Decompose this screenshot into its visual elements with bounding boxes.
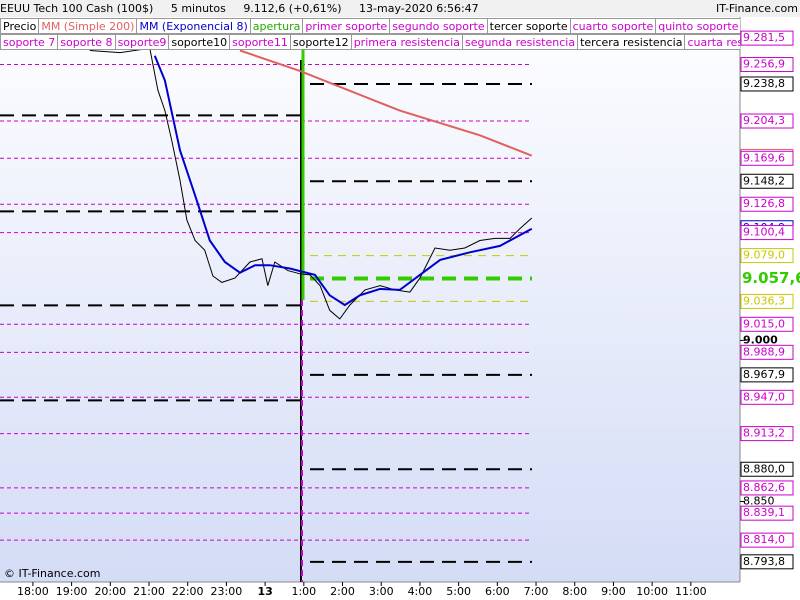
x-tick-label: 7:00	[524, 585, 549, 598]
axis-label: 8.913,2	[743, 427, 785, 440]
axis-label-box	[740, 76, 794, 92]
legend-item[interactable]: quinto soporte	[655, 18, 740, 34]
legend-item[interactable]: tercera resistencia	[577, 34, 686, 50]
x-tick-label: 22:00	[172, 585, 204, 598]
x-tick-label: 2:00	[330, 585, 355, 598]
axis-label: 9.100,4	[743, 226, 785, 239]
header: EEUU Tech 100 Cash (100$) 5 minutos 9.11…	[0, 0, 800, 17]
axis-label: 9.169,6	[743, 151, 785, 164]
series-line	[89, 47, 533, 320]
x-tick-label: 20:00	[94, 585, 126, 598]
axis-label-box	[740, 196, 794, 212]
x-tick-label: 8:00	[562, 585, 587, 598]
axis-label: 8.947,0	[743, 390, 785, 403]
axis-label-box	[740, 426, 794, 442]
axis-label: 9.126,8	[743, 197, 785, 210]
axis-label: 9.036,3	[743, 294, 785, 307]
axis-label: 8.814,0	[743, 533, 785, 546]
legend-item[interactable]: tercer soporte	[486, 18, 571, 34]
x-tick-label: 1:00	[291, 585, 316, 598]
axis-label: 8.862,6	[743, 481, 785, 494]
axis-label: 9.204,3	[743, 114, 785, 127]
legend-item[interactable]: soporte 7	[0, 34, 59, 50]
x-tick-label: 5:00	[446, 585, 471, 598]
plot-background	[0, 0, 740, 582]
legend-item[interactable]: primera resistencia	[350, 34, 463, 50]
axis-label: 9.256,9	[743, 58, 785, 71]
x-tick-label: 19:00	[56, 585, 88, 598]
y-tick-label: 8.850	[743, 494, 775, 507]
axis-label: 9.015,0	[743, 317, 785, 330]
axis-label-box	[740, 248, 794, 264]
axis-label: 9.281,5	[743, 31, 785, 44]
legend-item[interactable]: soporte 8	[57, 34, 116, 50]
axis-label-box	[740, 532, 794, 548]
legend-item[interactable]: MM (Exponencial 8)	[136, 18, 251, 34]
timeframe: 5 minutos	[170, 2, 226, 15]
legend-item[interactable]: apertura	[249, 18, 304, 34]
x-tick-label: 3:00	[369, 585, 394, 598]
axis-label-box	[740, 113, 794, 129]
last-price: 9.112,6 (+0,61%)	[243, 2, 342, 15]
x-tick-label: 13	[257, 585, 272, 598]
axis-label: 8.967,9	[743, 368, 785, 381]
axis-label-box	[740, 57, 794, 73]
legend-item[interactable]: soporte11	[229, 34, 291, 50]
source: IT-Finance.com	[716, 2, 798, 15]
footer: © IT-Finance.com	[4, 567, 101, 580]
series-line	[153, 55, 533, 307]
axis-label: 9.238,8	[743, 77, 785, 90]
axis-label: 8.839,1	[743, 506, 785, 519]
legend-item[interactable]: primer soporte	[302, 18, 391, 34]
axis-label: 9.057,6	[742, 269, 800, 287]
legend: Precio MM (Simple 200) MM (Exponencial 8) a…	[0, 18, 740, 34]
x-tick-label: 18:00	[17, 585, 49, 598]
x-tick-label: 10:00	[636, 585, 668, 598]
axis-label: 8.880,0	[743, 462, 785, 475]
axis-label-box	[740, 389, 794, 405]
x-tick-label: 4:00	[408, 585, 433, 598]
x-tick-label: 21:00	[133, 585, 165, 598]
legend-item[interactable]: MM (Simple 200)	[38, 18, 138, 34]
legend-item[interactable]: cuarta resistencia	[684, 34, 740, 50]
axis-label-box	[740, 173, 794, 189]
axis-label-box	[740, 480, 794, 496]
legend-item[interactable]: soporte12	[289, 34, 352, 50]
x-tick-label: 6:00	[485, 585, 510, 598]
series-line	[239, 49, 533, 157]
y-tick-label: 9.000	[743, 333, 778, 346]
axis-label-box	[740, 30, 794, 46]
axis-label: 9.148,2	[743, 174, 785, 187]
legend-item[interactable]: segundo soporte	[389, 18, 488, 34]
axis-label-box	[740, 505, 794, 521]
x-tick-label: 23:00	[211, 585, 243, 598]
legend-item[interactable]: segunda resistencia	[461, 34, 579, 50]
axis-label: 8.988,9	[743, 345, 785, 358]
axis-label: 8.793,8	[743, 555, 785, 568]
legend-item[interactable]: soporte10	[168, 34, 231, 50]
axis-label-box	[740, 344, 794, 360]
axis-label-box	[740, 461, 794, 477]
timestamp: 13-may-2020 6:56:47	[359, 2, 479, 15]
axis-label: 9.079,0	[743, 249, 785, 262]
axis-label-box	[740, 316, 794, 332]
legend-item[interactable]: cuarto soporte	[569, 18, 657, 34]
axis-label-box	[740, 367, 794, 383]
axis-label-box	[740, 150, 794, 166]
title: EEUU Tech 100 Cash (100$)	[0, 2, 154, 15]
legend-item[interactable]: Precio	[0, 18, 40, 34]
legend: soporte 7 soporte 8 soporte9 soporte10 sopor…	[0, 34, 740, 50]
axis-label-box	[740, 554, 794, 570]
x-tick-label: 9:00	[601, 585, 626, 598]
x-tick-label: 11:00	[675, 585, 707, 598]
axis-label-box	[740, 293, 794, 309]
x-axis-background	[0, 582, 800, 600]
legend-item[interactable]: soporte9	[114, 34, 170, 50]
axis-label-box	[740, 225, 794, 241]
